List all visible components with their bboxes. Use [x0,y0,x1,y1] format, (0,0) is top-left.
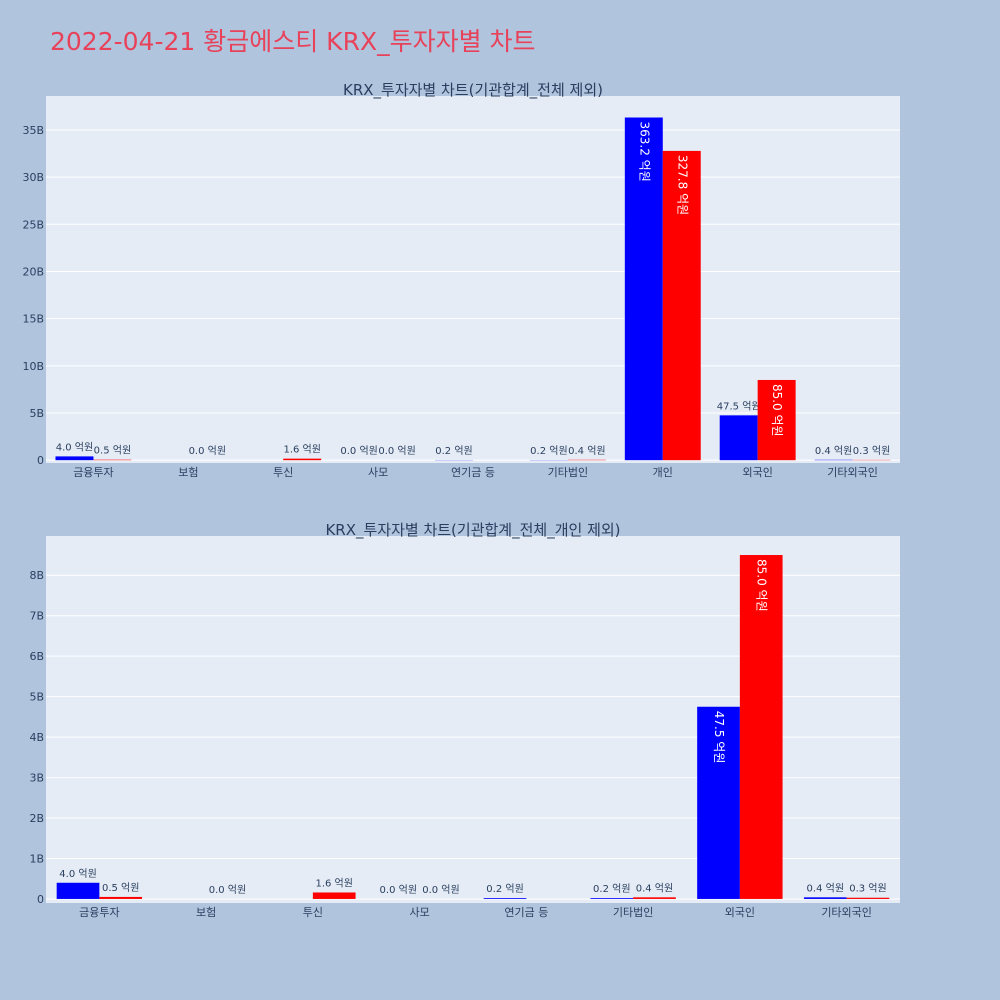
x-tick-label: 개인 [653,466,673,479]
data-label: 4.0 억원 [56,441,93,453]
data-label: 327.8 억원 [675,155,689,215]
chart-bottom: 0 1B 2B 3B 4B 5B 6B 7B 8B KRX_투자자별 차트(기관합계_전체_개인 … [29,521,900,919]
y-tick-label: 15B [22,313,44,326]
x-tick-label: 연기금 등 [451,466,495,479]
x-tick-label: 외국인 [725,906,755,919]
data-label: 0.3 억원 [849,883,886,895]
data-label: 0.0 억원 [378,445,415,457]
data-label: 4.0 억원 [59,868,96,880]
x-tick-label: 기타법인 [613,906,653,919]
y-tick-label: 8B [29,569,44,582]
y-tick-label: 0 [37,893,44,906]
bar [719,415,758,461]
y-tick-label: 25B [22,218,44,231]
y-tick-label: 30B [22,171,44,184]
data-label: 0.0 억원 [189,445,226,457]
data-label: 1.6 억원 [283,444,320,456]
bar [846,897,890,899]
y-tick-label: 20B [22,265,44,278]
bar [312,892,356,899]
data-label: 0.0 억원 [380,884,417,896]
bar [56,882,100,899]
x-tick-label: 투신 [273,466,293,479]
data-label: 0.0 억원 [422,884,459,896]
data-label: 1.6 억원 [315,877,352,889]
y-tick-label: 2B [29,812,44,825]
y-tick-label: 35B [22,124,44,137]
bar [662,150,701,461]
y-tick-label: 5B [29,407,44,420]
x-tick-label: 보험 [196,906,216,919]
y-tick-label: 10B [22,360,44,373]
x-tick-label: 연기금 등 [504,906,548,919]
chart-title: KRX_투자자별 차트(기관합계_전체_개인 제외) [325,521,620,540]
bar [590,898,634,899]
x-tick-label: 기타외국인 [827,466,878,479]
bar [283,458,322,461]
data-label: 0.4 억원 [636,882,673,894]
data-label: 0.0 억원 [209,884,246,896]
data-label: 0.2 억원 [486,883,523,895]
data-label: 0.4 억원 [815,445,852,457]
bar [757,379,796,461]
y-tick-label: 1B [29,852,44,865]
x-tick-label: 보험 [178,466,198,479]
data-label: 47.5 억원 [712,711,726,764]
data-label: 0.0 억원 [340,445,377,457]
page-title: 2022-04-21 황금에스티 KRX_투자자별 차트 [50,27,536,56]
x-tick-label: 금융투자 [73,466,113,479]
data-label: 0.2 억원 [593,883,630,895]
bar [803,897,847,899]
bar [99,896,143,899]
bar [483,898,527,899]
x-tick-label: 기타법인 [548,466,588,479]
x-tick-label: 사모 [368,466,388,479]
bar [697,706,740,899]
chart-top: 0 5B 10B 15B 20B 25B 30B 35B KRX_투자자별 차트(기관합계_전체… [22,81,900,479]
y-tick-label: 0 [37,454,44,467]
y-tick-label: 7B [29,610,44,623]
bar [739,555,783,899]
y-tick-label: 5B [29,691,44,704]
y-tick-label: 4B [29,731,44,744]
x-tick-label: 금융투자 [79,906,119,919]
data-label: 0.2 억원 [435,445,472,457]
data-label: 85.0 억원 [770,384,784,437]
x-tick-label: 투신 [303,906,323,919]
data-label: 0.3 억원 [853,445,890,457]
y-tick-label: 6B [29,650,44,663]
bar [624,117,663,461]
data-label: 0.4 억원 [568,445,605,457]
data-label: 47.5 억원 [717,400,761,412]
data-label: 0.5 억원 [102,882,139,894]
data-label: 0.4 억원 [807,882,844,894]
data-label: 85.0 억원 [755,559,769,612]
x-tick-label: 기타외국인 [821,906,872,919]
bar [633,897,676,899]
data-label: 0.5 억원 [94,445,131,457]
data-label: 0.2 억원 [530,445,567,457]
x-tick-label: 사모 [410,906,430,919]
x-tick-label: 외국인 [742,466,772,479]
bar [55,456,94,461]
data-label: 363.2 억원 [637,122,651,182]
chart-title: KRX_투자자별 차트(기관합계_전체 제외) [343,81,603,100]
y-tick-label: 3B [29,772,44,785]
